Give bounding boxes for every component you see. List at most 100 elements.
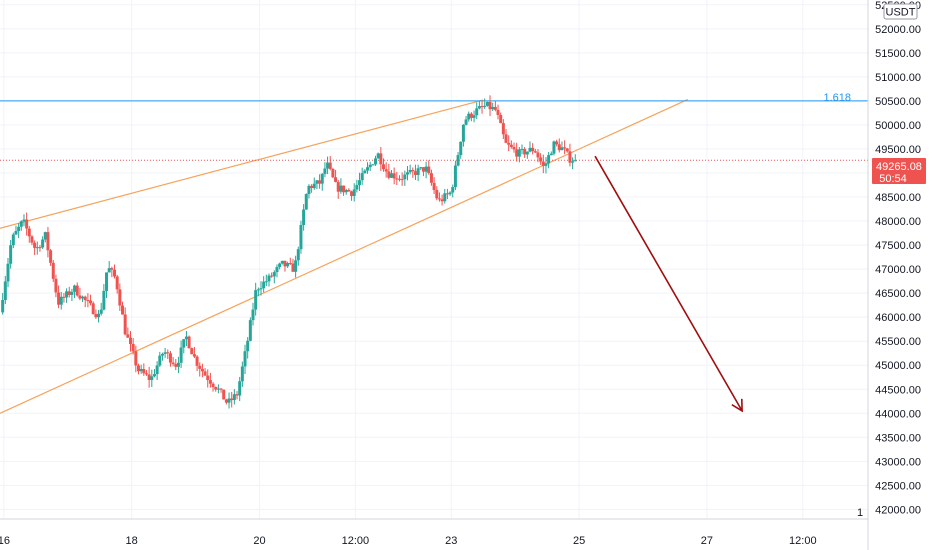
candle [560, 141, 564, 151]
candle [230, 391, 234, 408]
candle-body [549, 153, 553, 156]
candle [288, 257, 292, 265]
candle-body [523, 148, 527, 155]
candle-body [392, 173, 396, 179]
candle [134, 345, 138, 373]
candle [222, 389, 226, 400]
candle [232, 389, 236, 405]
candle-body [557, 144, 561, 151]
candle-body [469, 113, 473, 118]
candle-body [358, 180, 362, 186]
candle-body [25, 219, 29, 229]
candle [520, 144, 524, 155]
candle-body [573, 160, 577, 162]
candle-body [379, 153, 383, 165]
candle [128, 331, 132, 352]
candle-body [552, 141, 556, 154]
candle-body [280, 260, 284, 264]
candle [493, 100, 497, 112]
candle-body [216, 388, 220, 390]
candle-body [517, 149, 521, 157]
candle-body [246, 340, 250, 352]
candle [355, 179, 359, 193]
candle-body [488, 101, 492, 110]
candle-body [501, 123, 505, 135]
candle-body [275, 267, 279, 273]
candle [318, 174, 322, 189]
candle [49, 249, 53, 266]
candle [413, 164, 417, 181]
candle [296, 246, 300, 266]
candle [379, 146, 383, 171]
candle-body [243, 351, 247, 367]
candle [86, 293, 90, 308]
candle-body [448, 192, 452, 195]
candle-body [166, 352, 170, 354]
candle-body [310, 185, 314, 189]
candle-body [472, 115, 476, 118]
candle [171, 357, 175, 367]
candle [152, 369, 156, 378]
candle-body [334, 177, 338, 182]
candle-body [102, 290, 106, 310]
candle [206, 369, 210, 388]
candle [83, 295, 87, 308]
candle [366, 162, 370, 174]
candle [9, 239, 13, 269]
candle [208, 372, 212, 388]
candle [421, 167, 425, 177]
currency-badge[interactable]: USDT [883, 3, 918, 20]
candle-body [493, 106, 497, 110]
candle-body [374, 158, 378, 165]
candle [174, 358, 178, 371]
candle-body [174, 364, 178, 367]
candle [395, 171, 399, 185]
candle [544, 157, 548, 174]
price-tick-label: 45000.00 [875, 360, 921, 372]
candle-body [347, 189, 351, 192]
candle-body [459, 141, 463, 156]
candle-body [304, 194, 308, 210]
candle [51, 260, 55, 283]
candle [203, 368, 207, 377]
candle-body [206, 375, 210, 381]
candle [150, 369, 154, 388]
candle [411, 167, 415, 178]
candle-body [520, 148, 524, 150]
candles [1, 95, 577, 409]
candle-body [363, 170, 367, 174]
candle [166, 349, 170, 360]
candle [113, 264, 117, 279]
candle-body [467, 113, 471, 120]
candle [445, 188, 449, 200]
candle [389, 170, 393, 179]
candle [485, 101, 489, 107]
candle [126, 327, 130, 338]
candle-body [499, 114, 503, 124]
candle [448, 191, 452, 196]
candle [432, 177, 436, 194]
candle [200, 363, 204, 378]
candle-body [65, 291, 69, 298]
candle-body [541, 161, 545, 166]
currency-badge-label: USDT [886, 7, 916, 19]
candle-body [248, 320, 252, 341]
candle-body [240, 366, 244, 382]
candle-body [179, 347, 183, 363]
candle-body [227, 398, 231, 403]
candle [33, 240, 37, 256]
candle-body [211, 383, 215, 387]
time-tick-label: 20 [253, 535, 265, 547]
price-axis[interactable]: 42000.00 42500.00 43000.00 43500.00 44000.00… [875, 0, 921, 516]
candle-body [286, 263, 290, 267]
candle [163, 347, 167, 358]
candle [525, 151, 529, 159]
candle-body [547, 155, 551, 164]
candle-body [350, 191, 354, 196]
time-axis[interactable]: 16 18 20 12:00 23 25 27 12:00 [0, 535, 817, 547]
candle [352, 183, 356, 202]
candle-body [451, 187, 455, 193]
candle-body [416, 168, 420, 175]
candle-body [139, 369, 143, 372]
